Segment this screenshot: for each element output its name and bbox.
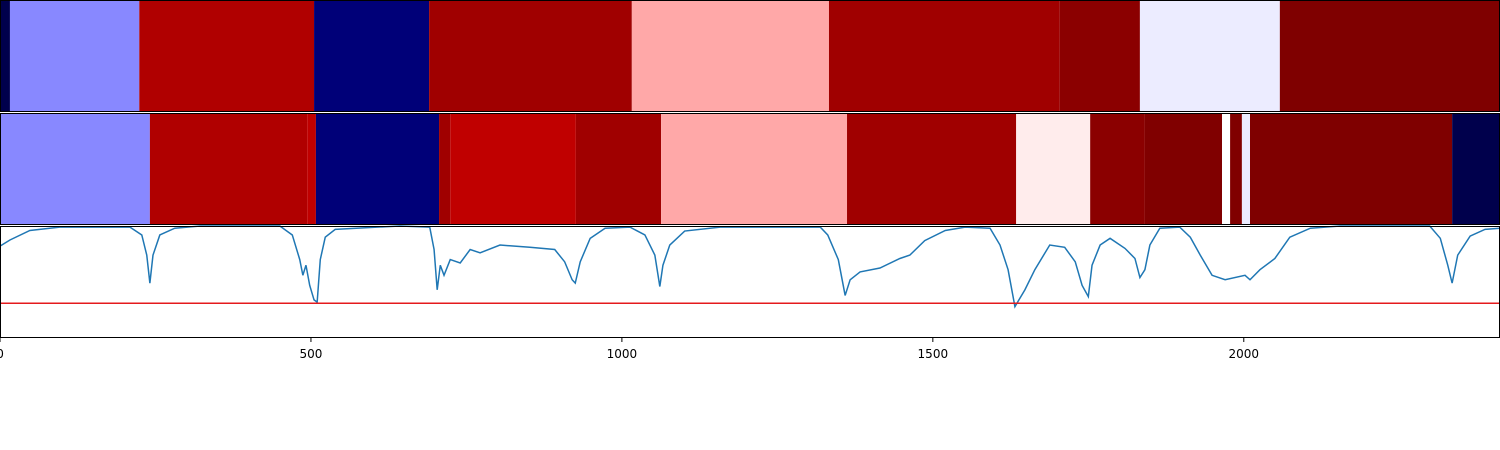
segment [1222,113,1231,225]
segment [450,113,576,225]
x-tick-label: 1500 [918,347,949,361]
segment [1279,0,1500,112]
segment [661,113,848,225]
segment [1452,113,1500,225]
segment [828,0,1060,112]
segment [307,113,316,225]
segment [314,0,430,112]
segment [1250,113,1453,225]
segment [575,113,662,225]
segment [139,0,315,112]
x-tick-label: 2000 [1229,347,1260,361]
segment [9,0,140,112]
segment [1016,113,1091,225]
segment [1144,113,1223,225]
segment [631,0,829,112]
segment [1059,0,1140,112]
segment [315,113,440,225]
x-tick-label: 1000 [607,347,638,361]
x-tick-label: 500 [299,347,322,361]
segment [1090,113,1145,225]
segment [1230,113,1242,225]
segment [847,113,1017,225]
segment [439,113,451,225]
segment [1241,113,1250,225]
x-tick-label: 0 [0,347,4,361]
line [0,225,1500,309]
segment [0,0,10,112]
panel-frame [0,226,1500,338]
segment [149,113,308,225]
segment [1139,0,1280,112]
segment [429,0,632,112]
segment [0,113,150,225]
